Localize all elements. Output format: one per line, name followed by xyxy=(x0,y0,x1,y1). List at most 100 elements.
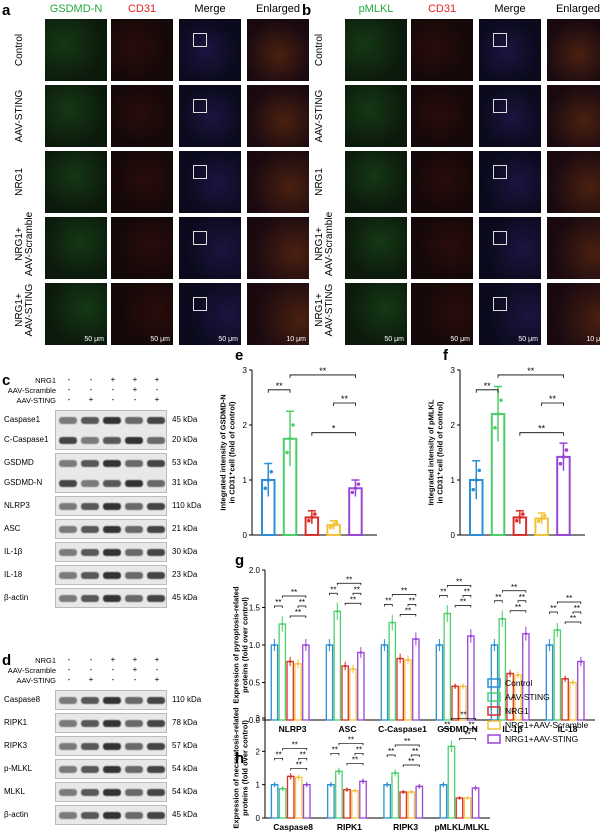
micrograph-tile xyxy=(478,150,542,214)
legend-swatch xyxy=(487,692,501,702)
data-point xyxy=(474,786,477,790)
treatment-sign: - xyxy=(155,385,159,394)
treatment-sign: - xyxy=(111,665,115,674)
legend-label: NRG1+AAV-STING xyxy=(505,734,578,744)
data-point xyxy=(469,634,473,638)
blot-band xyxy=(147,417,165,424)
legend-label: AAV-STING xyxy=(505,692,550,702)
micrograph-tile xyxy=(546,18,600,82)
y-tick-label: 3 xyxy=(451,366,456,375)
y-axis-title-line: Expression of necroptosis-related xyxy=(232,707,241,829)
blot-kda-label: 53 kDa xyxy=(172,458,198,467)
bar xyxy=(351,790,359,819)
data-point xyxy=(555,628,559,632)
bar xyxy=(380,644,389,721)
micrograph-tile xyxy=(344,18,408,82)
zoom-box xyxy=(493,165,507,179)
blot-strip xyxy=(55,713,167,733)
significance-label: ** xyxy=(295,608,301,617)
treatment-sign: + xyxy=(132,665,138,674)
bar xyxy=(498,618,507,721)
blot-band xyxy=(147,480,165,487)
bar xyxy=(278,788,287,819)
blot-band xyxy=(59,720,77,727)
scale-bar-label: 50 μm xyxy=(450,336,470,343)
blot-kda-label: 45 kDa xyxy=(172,415,198,424)
data-point xyxy=(353,486,358,491)
blot-band xyxy=(81,812,99,819)
treatment-sign: + xyxy=(110,375,116,384)
treatment-sign: - xyxy=(67,395,71,404)
bar xyxy=(471,787,480,819)
treatment-sign: - xyxy=(89,375,93,384)
blot-protein-label: NLRP3 xyxy=(4,501,30,510)
significance-label: ** xyxy=(332,745,338,754)
y-tick-label: 0 xyxy=(451,531,456,540)
column-header: Merge xyxy=(494,3,526,15)
data-point xyxy=(329,783,333,786)
significance-label: ** xyxy=(460,710,466,719)
blot-band xyxy=(147,460,165,467)
data-point xyxy=(515,518,519,523)
micrograph-tile xyxy=(44,18,108,82)
y-tick-label: 0.0 xyxy=(249,716,261,725)
micrograph-tile xyxy=(546,216,600,280)
data-point xyxy=(461,684,465,688)
significance-label: ** xyxy=(276,750,282,759)
zoom-box xyxy=(493,297,507,311)
blot-strip xyxy=(55,565,167,585)
data-point xyxy=(288,660,292,663)
scale-bar-label: 50 μm xyxy=(384,336,404,343)
micrograph-tile xyxy=(478,84,542,148)
zoom-box xyxy=(193,165,207,179)
treatment-sign: + xyxy=(154,375,160,384)
data-point xyxy=(359,651,363,654)
panel-letter: g xyxy=(235,552,244,569)
data-point xyxy=(524,632,528,636)
blot-band xyxy=(103,503,121,510)
data-point xyxy=(356,482,361,486)
blot-band xyxy=(125,503,143,510)
blot-band xyxy=(125,437,143,444)
micrograph-tile xyxy=(110,216,174,280)
data-point xyxy=(328,643,331,647)
blot-strip xyxy=(55,542,167,562)
micrograph-tile: 10 μm xyxy=(546,282,600,346)
significance-bracket xyxy=(330,752,340,756)
column-header: CD31 xyxy=(427,3,457,15)
data-point xyxy=(288,436,292,441)
blot-band xyxy=(81,789,99,796)
treatment-label: NRG1 xyxy=(35,376,56,385)
bar xyxy=(412,638,420,721)
blot-protein-label: β-actin xyxy=(4,593,29,602)
y-tick-label: 0 xyxy=(256,814,261,823)
significance-bracket xyxy=(451,717,476,721)
zoom-box xyxy=(193,231,207,245)
y-tick-label: 2 xyxy=(451,421,456,430)
data-point xyxy=(331,523,336,527)
blot-protein-label: Caspase8 xyxy=(4,695,41,704)
legend-swatch xyxy=(487,706,501,716)
data-point xyxy=(304,643,308,647)
category-label: RIPK3 xyxy=(393,822,418,832)
data-point xyxy=(361,780,365,783)
blot-band xyxy=(147,812,165,819)
legend-label: NRG1 xyxy=(505,706,529,716)
bar xyxy=(343,789,351,819)
blot-band xyxy=(59,460,77,467)
significance-bracket xyxy=(475,389,499,393)
treatment-sign: - xyxy=(67,385,71,394)
significance-label: ** xyxy=(574,604,580,613)
treatment-sign: + xyxy=(110,655,116,664)
y-axis-title-line: proteins (fold over control) xyxy=(241,720,250,816)
blot-band xyxy=(147,789,165,796)
bar xyxy=(333,610,342,721)
significance-label: ** xyxy=(275,598,281,607)
treatment-sign: + xyxy=(88,675,94,684)
data-point xyxy=(579,660,583,663)
legend-label: NRG1+AAV-Scramble xyxy=(505,720,588,730)
significance-label: ** xyxy=(484,381,492,391)
significance-bracket xyxy=(329,592,338,596)
significance-bracket xyxy=(541,402,564,406)
